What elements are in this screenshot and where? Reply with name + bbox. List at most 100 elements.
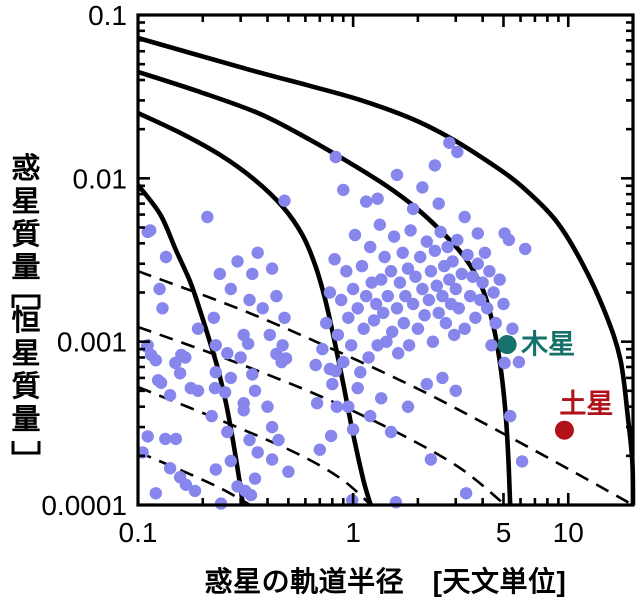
data-point (337, 183, 350, 197)
data-point (320, 316, 333, 330)
data-point (449, 384, 462, 397)
data-point (424, 453, 438, 466)
data-point (451, 145, 464, 159)
y-tick-label: 0.001 (57, 327, 127, 358)
data-point (371, 192, 384, 205)
data-point (452, 302, 465, 315)
data-point (471, 257, 484, 270)
y-tick-label: 0.1 (88, 0, 127, 31)
x-tick-label: 1 (345, 517, 361, 548)
data-point (218, 386, 232, 399)
data-point (397, 316, 410, 330)
data-point (191, 322, 205, 335)
data-point (392, 347, 405, 360)
y-title-char: 星 (11, 186, 40, 218)
y-title-char: 質 (11, 370, 40, 403)
data-point (432, 197, 445, 210)
data-point (234, 351, 247, 364)
planet-木星: 木星 (497, 330, 575, 360)
planet-土星: 土星 (554, 389, 613, 440)
data-point (489, 316, 502, 330)
detection-limit-inner (136, 183, 246, 506)
data-point (342, 400, 355, 413)
data-point (432, 306, 445, 320)
vertical-close-bracket (11, 441, 41, 455)
data-point (420, 377, 433, 391)
data-point (455, 267, 468, 281)
data-point (485, 339, 498, 352)
y-title-char: 星 (11, 338, 40, 370)
planet-marker (554, 420, 574, 440)
data-point (248, 384, 262, 397)
data-point (428, 159, 442, 172)
data-point (418, 309, 431, 322)
data-point (329, 364, 342, 378)
y-title-char: 量 (11, 404, 40, 436)
data-point (346, 423, 360, 436)
data-point (502, 233, 516, 247)
data-point (169, 432, 183, 446)
data-point (282, 465, 295, 478)
data-point (224, 454, 237, 468)
data-point (375, 273, 388, 286)
data-point (386, 325, 399, 338)
data-point (384, 425, 398, 439)
data-point (436, 289, 449, 303)
data-point (261, 400, 274, 413)
data-point (224, 282, 237, 296)
planet-marker (497, 335, 517, 355)
data-point (493, 273, 506, 286)
data-point (439, 316, 453, 330)
data-point (370, 297, 383, 311)
data-point (390, 302, 404, 315)
detection-limit-outer (137, 35, 636, 506)
data-point (275, 355, 288, 369)
data-point (449, 282, 462, 296)
data-point (221, 347, 234, 360)
data-point (390, 168, 404, 182)
data-point (179, 351, 192, 364)
data-point (351, 302, 364, 315)
data-point (504, 409, 517, 423)
data-point (265, 420, 279, 434)
data-point (313, 443, 326, 456)
data-point (149, 354, 162, 367)
data-point (515, 455, 529, 468)
data-point (512, 355, 526, 369)
data-point (420, 235, 433, 248)
data-point (426, 335, 440, 348)
y-title-char: 量 (11, 252, 40, 284)
x-axis-title: 惑星の軌道半径 [天文単位] (204, 566, 567, 597)
data-point (474, 293, 487, 307)
data-point (246, 368, 259, 381)
data-point (209, 339, 222, 352)
data-point (459, 487, 473, 500)
data-point (387, 230, 401, 243)
data-point (498, 356, 511, 370)
plot-border (136, 13, 635, 507)
data-point (237, 404, 250, 417)
data-point (406, 297, 420, 311)
data-point (256, 302, 269, 315)
y-title-char: 惑 (11, 152, 40, 185)
data-point (342, 311, 355, 324)
data-point (354, 366, 367, 379)
data-point (362, 351, 375, 364)
data-point (144, 224, 157, 237)
data-point (446, 255, 459, 268)
detection-limit-3 (137, 110, 374, 506)
data-point (265, 262, 279, 275)
planet-label: 木星 (520, 330, 575, 360)
data-point (402, 339, 416, 352)
data-point (461, 248, 474, 262)
y-tick-label: 0.01 (73, 163, 128, 194)
data-point (188, 484, 202, 498)
data-point (478, 246, 492, 259)
data-point (331, 328, 345, 342)
data-point (360, 195, 373, 208)
data-point (156, 302, 169, 315)
data-point (169, 356, 182, 370)
data-point (337, 355, 350, 369)
data-point (497, 297, 510, 311)
